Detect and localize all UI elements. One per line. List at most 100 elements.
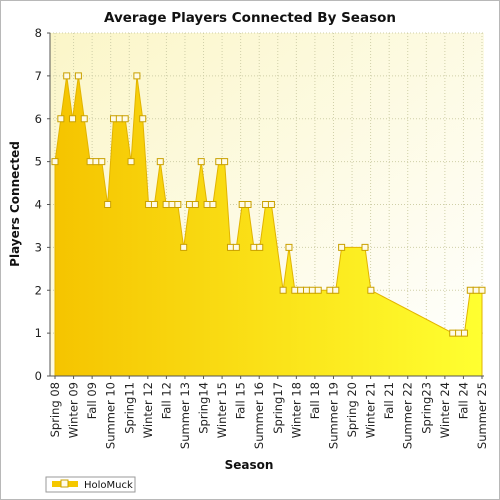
- series-markers: [51, 72, 486, 337]
- data-point: [361, 243, 369, 251]
- axes: [47, 32, 484, 379]
- x-tick-label: Summer 16: [252, 382, 266, 449]
- data-point: [279, 286, 287, 294]
- y-tick-label: 4: [35, 198, 42, 212]
- data-point: [449, 329, 457, 337]
- x-tick-label: Fall 21: [382, 382, 396, 419]
- data-point: [109, 115, 117, 123]
- data-point: [51, 158, 59, 166]
- data-point: [314, 286, 322, 294]
- data-point: [244, 201, 252, 208]
- data-point: [221, 158, 229, 166]
- data-point: [98, 158, 106, 166]
- data-point: [57, 115, 65, 123]
- data-point: [133, 72, 141, 80]
- x-tick-label: Spring11: [122, 382, 136, 434]
- x-tick-label: Spring 20: [345, 382, 359, 437]
- x-tick-label: Fall 24: [456, 382, 470, 419]
- x-tick-label: Fall 15: [234, 382, 248, 419]
- data-point: [150, 201, 158, 208]
- data-point: [466, 286, 474, 294]
- x-tick-label: Winter 21: [364, 382, 378, 438]
- data-point: [197, 158, 205, 166]
- x-tick-label: Spring23: [419, 382, 433, 434]
- x-tick-label: Winter 18: [289, 382, 303, 438]
- x-tick-label: Spring17: [271, 382, 285, 434]
- data-point: [121, 115, 129, 123]
- y-tick-label: 3: [35, 240, 42, 254]
- data-point: [74, 72, 82, 80]
- x-tick-label: Winter 09: [67, 382, 81, 438]
- data-point: [69, 115, 77, 123]
- x-tick-label: Summer 10: [104, 382, 118, 449]
- data-point: [285, 243, 293, 251]
- legend: HoloMuck: [45, 476, 136, 493]
- data-point: [191, 201, 199, 208]
- data-point: [139, 115, 147, 123]
- data-point: [86, 158, 94, 166]
- data-point: [92, 158, 100, 166]
- x-tick-labels: Spring 08 Winter 09 Fall 09 Summer 10 Spring…: [48, 382, 489, 449]
- x-tick-label: Summer 22: [401, 382, 415, 449]
- data-point: [297, 286, 305, 294]
- data-point: [472, 286, 480, 294]
- y-tick-label: 2: [35, 283, 42, 297]
- data-point: [168, 201, 176, 208]
- x-tick-label: Summer 25: [475, 382, 489, 449]
- x-tick-label: Winter 24: [438, 382, 452, 438]
- legend-marker-icon: [60, 479, 69, 488]
- data-point: [303, 286, 311, 294]
- data-point: [367, 286, 375, 294]
- y-tick-label: 0: [35, 369, 42, 383]
- chart-title: Average Players Connected By Season: [104, 10, 396, 26]
- y-tick-label: 7: [35, 69, 42, 83]
- data-point: [308, 286, 316, 294]
- y-tick-label: 6: [35, 112, 42, 126]
- data-point: [232, 243, 240, 251]
- x-tick-label: Summer 13: [178, 382, 192, 449]
- data-point: [186, 201, 194, 208]
- legend-label: HoloMuck: [84, 480, 133, 491]
- data-point: [338, 243, 346, 251]
- x-tick-label: Spring 08: [48, 382, 62, 437]
- data-point: [460, 329, 468, 337]
- data-point: [127, 158, 135, 166]
- data-point: [174, 201, 182, 208]
- data-point: [80, 115, 88, 123]
- x-tick-label: Fall 09: [85, 382, 99, 419]
- y-axis-title: Players Connected: [8, 141, 22, 267]
- y-tick-label: 8: [35, 26, 42, 40]
- x-tick-label: Summer 19: [326, 382, 340, 449]
- data-point: [156, 158, 164, 166]
- data-point: [209, 201, 217, 208]
- data-point: [180, 243, 188, 251]
- data-point: [238, 201, 246, 208]
- data-point: [478, 286, 486, 294]
- data-point: [267, 201, 275, 208]
- data-point: [63, 72, 71, 80]
- y-tick-label: 5: [35, 155, 42, 169]
- data-point: [455, 329, 463, 337]
- data-point: [203, 201, 211, 208]
- y-tick-label: 1: [35, 326, 42, 340]
- x-axis-title: Season: [225, 458, 274, 472]
- data-point: [226, 243, 234, 251]
- data-point: [291, 286, 299, 294]
- x-tick-label: Winter 15: [215, 382, 229, 438]
- data-point: [215, 158, 223, 166]
- data-point: [115, 115, 123, 123]
- x-tick-label: Spring14: [197, 382, 211, 434]
- data-point: [262, 201, 270, 208]
- data-point: [326, 286, 334, 294]
- x-tick-label: Winter 12: [141, 382, 155, 438]
- data-point: [104, 201, 112, 208]
- data-point: [332, 286, 340, 294]
- data-point: [162, 201, 170, 208]
- y-tick-labels: 0 1 2 3 4 5 6 7 8: [35, 26, 42, 383]
- data-point: [145, 201, 153, 208]
- data-point: [256, 243, 264, 251]
- x-tick-label: Fall 12: [159, 382, 173, 419]
- x-tick-label: Fall 18: [308, 382, 322, 419]
- data-point: [250, 243, 258, 251]
